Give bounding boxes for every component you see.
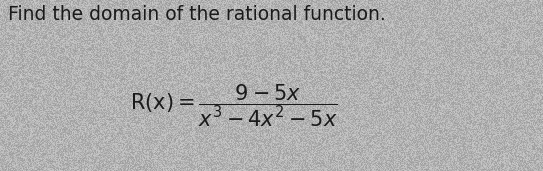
Text: Find the domain of the rational function.: Find the domain of the rational function… [8, 5, 386, 24]
Text: $\mathrm{R(x)=}\dfrac{9-5x}{x^3-4x^2-5x}$: $\mathrm{R(x)=}\dfrac{9-5x}{x^3-4x^2-5x}… [130, 83, 337, 129]
